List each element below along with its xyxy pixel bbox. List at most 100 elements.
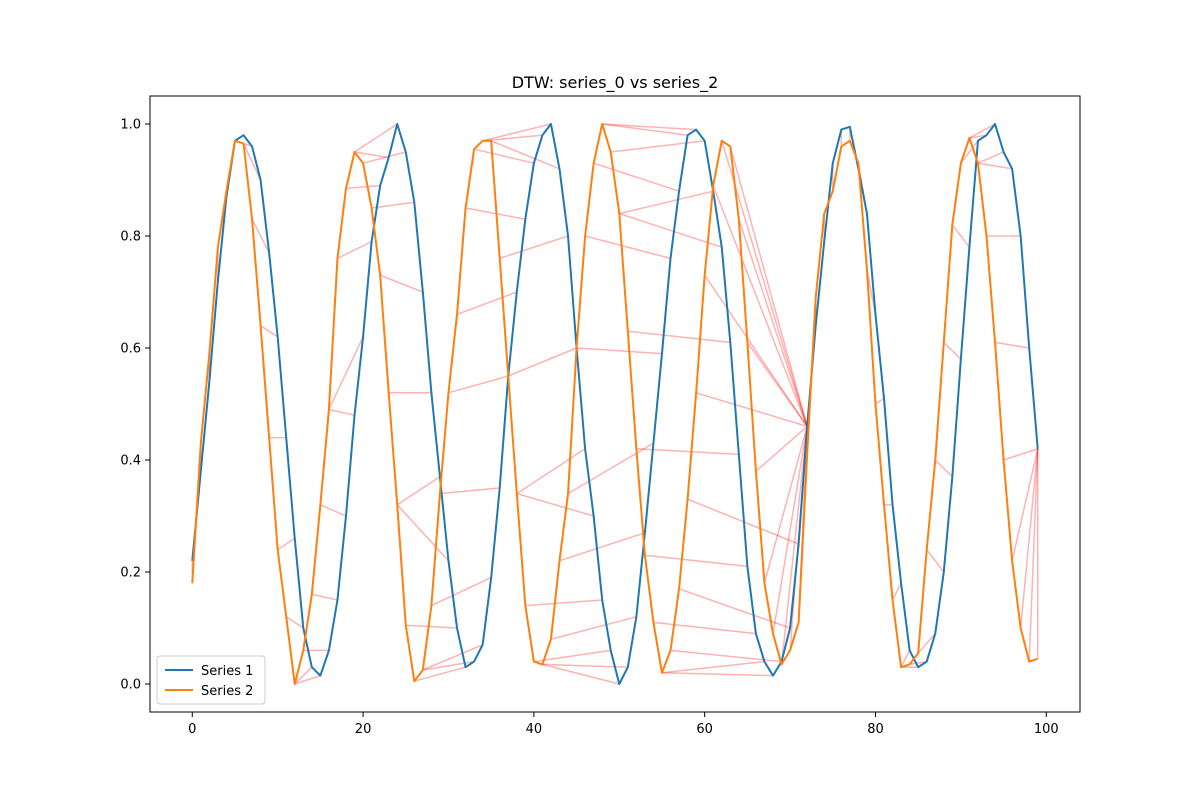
alignment-line [926, 549, 945, 573]
alignment-line [277, 537, 296, 551]
alignment-line [960, 140, 979, 164]
alignment-line [951, 224, 971, 248]
alignment-line [328, 336, 364, 410]
alignment-line [994, 341, 1030, 349]
alignment-line [627, 330, 731, 344]
alignment-line [1028, 448, 1039, 662]
alignment-line [242, 143, 262, 181]
alignment-line [763, 426, 808, 584]
alignment-line [294, 674, 321, 685]
alignment-line [619, 212, 722, 248]
alignment-line [610, 140, 705, 153]
alignment-line [320, 504, 347, 517]
alignment-line [584, 235, 671, 260]
x-axis: 0 20 40 60 80 100 [188, 712, 1059, 737]
alignment-line [431, 576, 492, 607]
alignment-line [772, 426, 808, 634]
alignment-line [482, 123, 552, 142]
y-tick-label: 1.0 [120, 118, 141, 133]
alignment-line [533, 649, 611, 663]
alignment-line [379, 274, 424, 293]
alignment-line [738, 218, 808, 427]
alignment-line [661, 672, 774, 677]
x-tick-label: 20 [355, 722, 372, 737]
series-lines [191, 123, 1039, 685]
alignment-line [977, 151, 1004, 164]
alignment-line [909, 660, 927, 666]
legend-label-series-2: Series 2 [201, 684, 253, 699]
alignment-line [405, 624, 458, 629]
series-line-1 [191, 123, 1039, 685]
y-axis: 0.0 0.2 0.4 0.6 0.8 1.0 [120, 118, 150, 693]
alignment-line [1003, 448, 1038, 461]
x-tick-label: 60 [696, 722, 713, 737]
alignment-line [712, 185, 808, 427]
alignment-line [490, 140, 560, 170]
y-tick-label: 0.2 [120, 566, 141, 581]
alignment-line [875, 397, 885, 405]
alignment-line [260, 324, 279, 338]
alignment-line [891, 582, 902, 601]
alignment-line [576, 347, 663, 355]
alignment-line [396, 504, 450, 562]
alignment-line [977, 162, 1013, 170]
alignment-line [917, 633, 936, 654]
x-tick-label: 40 [526, 722, 543, 737]
alignment-line [345, 184, 381, 190]
alignment-line [465, 207, 526, 220]
y-tick-label: 0.6 [120, 342, 141, 357]
alignment-line [969, 134, 987, 139]
alignment-line [1019, 448, 1039, 629]
alignment-line [251, 218, 270, 254]
alignment-line [285, 616, 304, 629]
y-tick-label: 0.8 [120, 230, 141, 245]
alignment-line [969, 123, 996, 139]
alignment-line [729, 146, 808, 427]
alignment-line [943, 341, 962, 360]
alignment-line [371, 201, 415, 209]
alignment-line [644, 554, 748, 568]
legend-label-series-1: Series 1 [201, 664, 253, 679]
plot-frame [149, 95, 1081, 713]
alignment-line [516, 492, 594, 517]
legend-box [156, 655, 266, 705]
alignment-line [559, 532, 646, 562]
alignment-line [653, 621, 756, 635]
alignment-line [934, 459, 953, 478]
alignment-line [473, 148, 535, 164]
alignment-line [602, 123, 697, 131]
alignment-line [780, 426, 808, 665]
alignment-line [593, 162, 680, 192]
alignment-line [456, 291, 518, 316]
alignment-line [354, 123, 398, 153]
alignment-line [354, 151, 389, 159]
y-tick-label: 0.0 [120, 678, 141, 693]
alignment-line [550, 616, 637, 640]
alignment-line [311, 593, 338, 601]
alignment-line [746, 341, 808, 427]
alignment-line [704, 274, 808, 427]
x-tick-label: 80 [867, 722, 884, 737]
alignment-line [362, 151, 406, 164]
alignment-line [439, 487, 500, 495]
alignment-line [337, 240, 372, 260]
alignment-line [396, 476, 441, 506]
x-tick-label: 100 [1034, 722, 1059, 737]
legend: Series 1 Series 2 [156, 655, 266, 705]
alignment-line [602, 123, 688, 136]
chart-title: DTW: series_0 vs series_2 [512, 73, 719, 93]
alignment-line [542, 663, 620, 685]
alignment-line [516, 448, 586, 495]
alignment-line [755, 425, 808, 472]
series-line-2 [191, 123, 1039, 685]
alignment-line [482, 134, 543, 142]
alignment-line [900, 650, 911, 668]
alignment-line [328, 408, 355, 416]
alignment-line [542, 663, 628, 668]
alignment-line [619, 190, 714, 215]
alignment-line [294, 666, 313, 685]
alignment-line [507, 347, 577, 377]
alignment-line [525, 599, 603, 607]
y-tick-label: 0.4 [120, 454, 141, 469]
